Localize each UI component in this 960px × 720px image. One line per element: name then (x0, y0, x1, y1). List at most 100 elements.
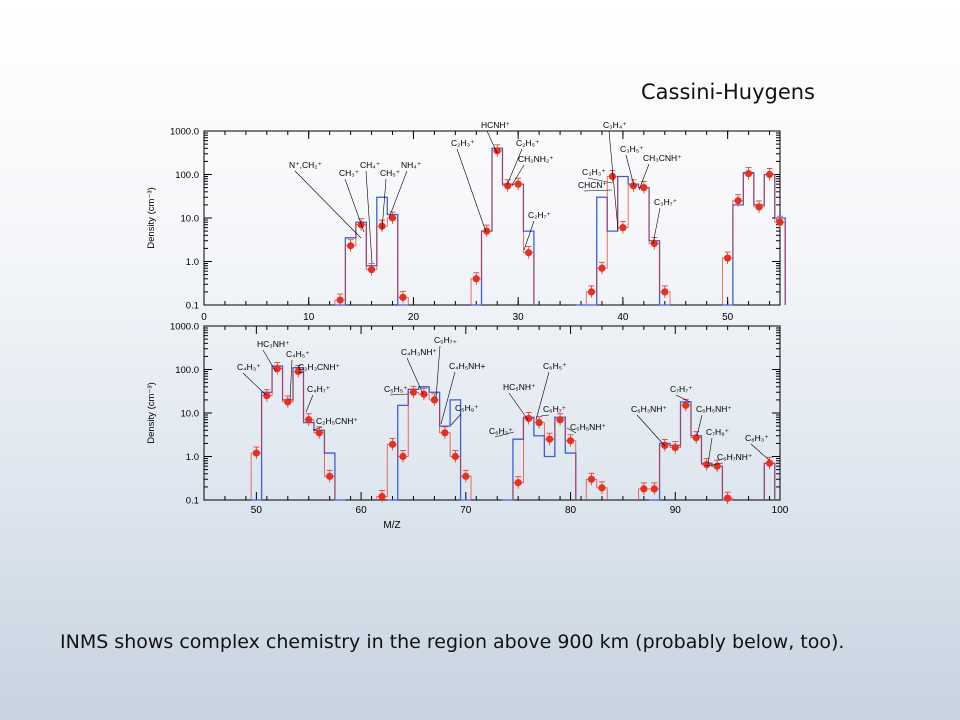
y-tick-label: 10.0 (181, 409, 200, 420)
ion-leader-line (486, 130, 498, 154)
ion-label: C₆H₇NH⁺ (717, 452, 753, 462)
x-tick-label: 70 (460, 505, 472, 516)
ion-label: NH₄⁺ (401, 160, 422, 170)
ion-leader-line (312, 426, 323, 431)
ion-label: C₅H₉⁺ (455, 403, 479, 413)
data-step-line (334, 150, 786, 305)
data-point (566, 437, 575, 445)
ion-leader-line (508, 392, 529, 421)
x-tick-label: 20 (408, 312, 420, 323)
data-point (451, 452, 459, 461)
ion-leader-line (696, 414, 703, 437)
ion-leader-line (440, 371, 456, 425)
ion-leader-line (523, 220, 535, 251)
data-point (514, 180, 522, 188)
data-point (724, 254, 732, 262)
ion-leader-line (289, 359, 293, 401)
ion-leader-line (456, 148, 487, 233)
ion-leader-line (625, 154, 635, 187)
data-point (640, 485, 648, 493)
ion-label: C₅H₅NH⁺ (570, 422, 606, 432)
data-point (724, 494, 732, 502)
ion-leader-line (540, 414, 550, 417)
ion-label: CH₃⁺ (339, 168, 360, 178)
data-point (399, 293, 407, 301)
ion-label: C₄H₃NH⁺ (401, 347, 437, 357)
x-tick-label: 40 (617, 312, 629, 323)
ion-label: C₈H₃⁺ (745, 433, 769, 443)
data-point (619, 224, 627, 232)
data-point (546, 435, 554, 443)
data-point (776, 218, 784, 226)
data-point (755, 203, 763, 211)
chart-panel-1: 0.1 1.0 10.0 100.0 1000.0 Density (cm⁻³) 0 10 20… (146, 120, 786, 323)
data-point (598, 484, 606, 492)
ion-leader-line (450, 413, 462, 426)
data-series (334, 144, 786, 307)
ion-label: C₃H₄⁺ (603, 120, 627, 130)
ion-leader-line (583, 189, 613, 192)
ion-label: C₃H₅⁺ (620, 144, 644, 154)
ion-leader-line (675, 394, 691, 403)
data-point (378, 492, 386, 501)
ion-leader-line (608, 130, 619, 231)
data-point (671, 444, 679, 452)
ion-label: HC₅NH⁺ (503, 382, 536, 392)
ion-label: C₄H₅NH+ (449, 361, 485, 371)
ion-label: C₆H₇⁺ (543, 404, 567, 414)
ion-leader-line (435, 345, 441, 399)
slide-title: Cassini-Huygens (641, 80, 815, 104)
ion-leader-line (389, 393, 409, 396)
y-tick-label: 0.1 (186, 496, 199, 507)
ion-leader-line (388, 170, 408, 219)
data-point (294, 367, 302, 376)
data-point (525, 414, 533, 423)
ion-label: C₄H₅⁺ (286, 349, 310, 359)
data-point (640, 183, 648, 192)
x-axis-label: M/Z (383, 520, 400, 531)
data-point (409, 388, 418, 396)
data-point (525, 249, 533, 257)
model-step-line (334, 147, 786, 306)
ion-leader-line (707, 437, 713, 465)
data-point (472, 275, 480, 283)
ion-leader-line (652, 207, 661, 245)
ion-label: C₆H₅NH⁺ (696, 404, 732, 414)
ion-leader-line (297, 371, 305, 374)
data-point (347, 242, 355, 250)
ion-label: C₃H₇⁺ (654, 197, 678, 207)
x-tick-label: 90 (670, 505, 682, 516)
ion-label: C₄H₃⁺ (237, 362, 261, 372)
data-point (388, 440, 397, 448)
data-point (661, 288, 669, 296)
ion-leader-line (406, 357, 424, 395)
data-point (629, 182, 637, 190)
ion-label: C₆H₃⁺ (489, 426, 513, 436)
ion-label: C₅H₇₊ (434, 335, 458, 345)
x-tick-label: 10 (303, 312, 315, 323)
y-tick-label: 1.0 (186, 452, 199, 463)
ion-label: C₂H₃CNH⁺ (298, 362, 340, 372)
ion-leader-line (494, 431, 515, 438)
ion-leader-line (506, 148, 523, 186)
ion-leader-line (344, 178, 365, 233)
data-point (598, 264, 606, 272)
ion-leader-line (294, 170, 362, 239)
ion-label: C₂H₅CNH⁺ (316, 416, 358, 426)
data-point (367, 266, 376, 274)
ion-leader-line (566, 427, 577, 434)
data-point (483, 227, 491, 235)
y-tick-label: 100.0 (175, 170, 199, 181)
slide-caption: INMS shows complex chemistry in the regi… (60, 631, 845, 653)
data-point (744, 169, 753, 178)
ion-label: C₇H₇⁺ (670, 384, 693, 394)
data-point (315, 429, 323, 437)
data-point (765, 459, 774, 467)
x-tick-label: 100 (772, 505, 789, 516)
data-point (252, 449, 260, 457)
y-tick-label: 100.0 (175, 365, 199, 376)
data-point (650, 485, 658, 493)
ion-label: HC₃NH⁺ (257, 339, 290, 349)
y-tick-label: 1000.0 (170, 127, 199, 138)
